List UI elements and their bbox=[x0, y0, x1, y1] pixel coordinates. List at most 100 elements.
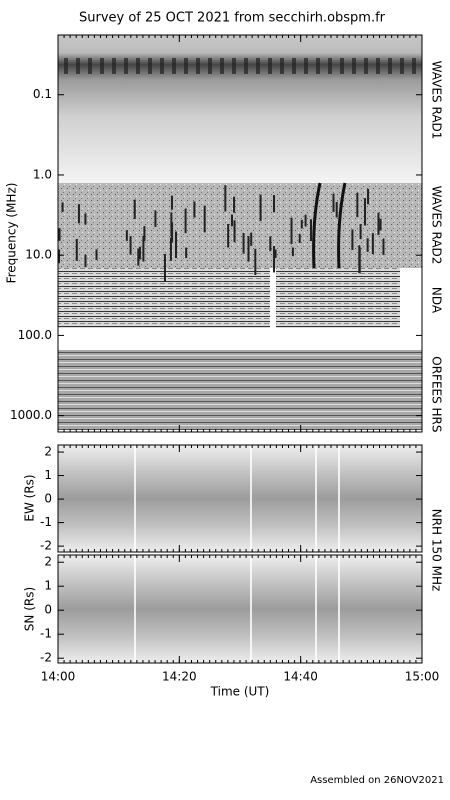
nda-gap bbox=[270, 268, 276, 328]
streak bbox=[233, 220, 236, 243]
streak bbox=[250, 555, 252, 663]
streak bbox=[247, 236, 250, 262]
streak bbox=[169, 237, 172, 261]
streak bbox=[359, 224, 362, 240]
streak bbox=[138, 246, 141, 260]
streak bbox=[58, 249, 61, 264]
streak bbox=[196, 58, 200, 74]
y-tick-label: 10.0 bbox=[25, 248, 52, 262]
streak bbox=[309, 219, 312, 242]
nda-image bbox=[58, 268, 400, 328]
streak bbox=[227, 224, 230, 248]
y-tick-label: 0 bbox=[44, 603, 52, 617]
streak bbox=[315, 445, 317, 552]
y-tick-label: 1000.0 bbox=[10, 408, 52, 422]
streak bbox=[412, 58, 416, 74]
streak bbox=[315, 555, 317, 663]
streak bbox=[137, 248, 140, 266]
ew-image bbox=[58, 445, 422, 552]
streak bbox=[242, 232, 245, 254]
streak bbox=[61, 202, 64, 212]
streak bbox=[351, 229, 354, 251]
streak bbox=[274, 249, 277, 258]
streak bbox=[273, 246, 276, 273]
y-tick-label: -1 bbox=[40, 515, 52, 529]
streak bbox=[88, 58, 92, 74]
streak bbox=[184, 58, 188, 74]
streak bbox=[338, 555, 340, 663]
streak bbox=[291, 247, 294, 257]
streak bbox=[356, 192, 359, 218]
x-tick-label: 14:40 bbox=[283, 670, 318, 684]
y-tick-label: 0.1 bbox=[33, 87, 52, 101]
streak bbox=[280, 58, 284, 74]
orfees-image bbox=[58, 350, 422, 430]
x-tick-label: 15:00 bbox=[405, 670, 440, 684]
streak bbox=[133, 199, 136, 219]
streak bbox=[75, 238, 78, 261]
streak bbox=[175, 231, 178, 258]
streak bbox=[193, 201, 196, 218]
y-axis-label: SN (Rs) bbox=[23, 587, 37, 631]
streak bbox=[290, 217, 293, 245]
streak bbox=[154, 210, 157, 227]
y-tick-label: 1 bbox=[44, 579, 52, 593]
streak bbox=[100, 58, 104, 74]
streak bbox=[358, 245, 361, 274]
streak bbox=[332, 193, 335, 212]
streak bbox=[129, 236, 132, 255]
streak bbox=[338, 445, 340, 552]
streak bbox=[84, 254, 87, 268]
streak bbox=[84, 213, 87, 225]
streak bbox=[143, 226, 146, 242]
x-tick-label: 14:20 bbox=[162, 670, 197, 684]
burst bbox=[337, 182, 347, 269]
streak bbox=[364, 198, 367, 226]
streak bbox=[371, 233, 374, 255]
streak bbox=[335, 201, 338, 218]
y-tick-label: 0 bbox=[44, 492, 52, 506]
streak bbox=[224, 185, 227, 212]
streak bbox=[163, 253, 166, 282]
streak bbox=[170, 195, 173, 210]
streak bbox=[304, 58, 308, 74]
footer: Assembled on 26NOV2021 bbox=[310, 775, 444, 786]
x-axis-label: Time (UT) bbox=[210, 685, 270, 699]
streak bbox=[352, 58, 356, 74]
streak bbox=[300, 219, 303, 229]
streak bbox=[256, 58, 260, 74]
streak bbox=[340, 58, 344, 74]
streak bbox=[400, 58, 404, 74]
streak bbox=[112, 58, 116, 74]
streak bbox=[316, 58, 320, 74]
panel-label: WAVES RAD1 bbox=[430, 61, 444, 140]
streak bbox=[388, 58, 392, 74]
streak bbox=[259, 194, 262, 222]
streak bbox=[58, 228, 61, 241]
streak bbox=[328, 58, 332, 74]
streak bbox=[136, 58, 140, 74]
streak bbox=[185, 247, 188, 258]
sn-image bbox=[58, 555, 422, 663]
instrument-label: NRH 150 MHz bbox=[430, 509, 444, 592]
streak bbox=[273, 195, 276, 213]
streak bbox=[134, 555, 136, 663]
streak bbox=[125, 230, 128, 241]
streak bbox=[230, 214, 233, 227]
streak bbox=[244, 58, 248, 74]
y-tick-label: 2 bbox=[44, 555, 52, 569]
streak bbox=[376, 58, 380, 74]
streak bbox=[208, 58, 212, 74]
panel-label: WAVES RAD2 bbox=[430, 186, 444, 265]
streak bbox=[250, 445, 252, 552]
panel-label: NDA bbox=[430, 287, 444, 314]
streaks bbox=[58, 58, 416, 663]
y-tick-label: 2 bbox=[44, 445, 52, 459]
y-tick-label: -2 bbox=[40, 651, 52, 665]
streak bbox=[250, 232, 253, 246]
panel-label: HRS bbox=[430, 408, 444, 433]
streak bbox=[64, 58, 68, 74]
streak bbox=[203, 205, 206, 233]
chart-title: Survey of 25 OCT 2021 from secchirh.obsp… bbox=[79, 11, 386, 26]
